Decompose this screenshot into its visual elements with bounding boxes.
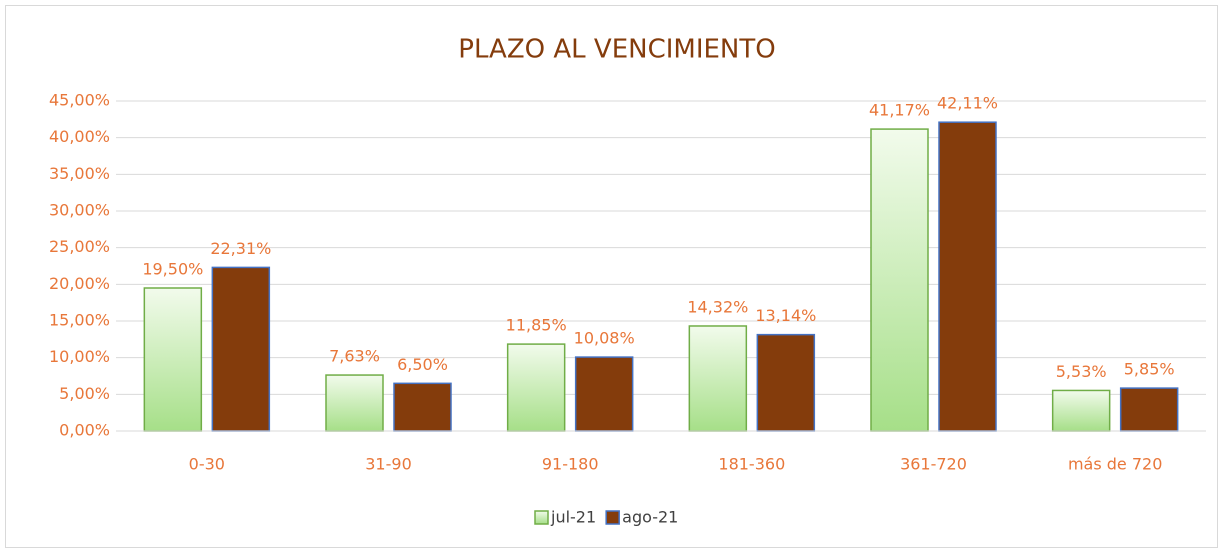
y-tick-label: 30,00% <box>49 201 110 220</box>
value-label: 13,14% <box>755 306 816 325</box>
x-tick-label: 361-720 <box>900 455 967 474</box>
bar <box>688 325 748 432</box>
y-tick-label: 35,00% <box>49 164 110 183</box>
bar <box>574 356 634 432</box>
legend-label: ago-21 <box>622 508 678 527</box>
legend-swatch <box>605 510 620 525</box>
value-label: 19,50% <box>142 260 203 279</box>
bar <box>1119 387 1179 432</box>
value-label: 6,50% <box>397 355 448 374</box>
value-label: 7,63% <box>329 347 380 366</box>
value-label: 5,85% <box>1124 360 1175 379</box>
value-label: 14,32% <box>687 297 748 316</box>
y-tick-label: 15,00% <box>49 311 110 330</box>
bar <box>870 128 929 432</box>
bar <box>756 333 816 432</box>
x-tick-label: 0-30 <box>189 455 225 474</box>
value-label: 11,85% <box>506 316 567 335</box>
value-label: 22,31% <box>210 239 271 258</box>
bar <box>211 266 271 432</box>
y-tick-label: 25,00% <box>49 237 110 256</box>
y-tick-label: 20,00% <box>49 274 110 293</box>
legend-label: jul-21 <box>550 508 596 527</box>
x-tick-label: 181-360 <box>718 455 785 474</box>
bar <box>325 374 384 432</box>
legend-swatch <box>534 510 549 525</box>
x-tick-label: más de 720 <box>1068 455 1162 474</box>
bar <box>143 287 203 432</box>
y-tick-label: 5,00% <box>59 384 110 403</box>
y-tick-label: 45,00% <box>49 91 110 110</box>
bar <box>506 343 566 432</box>
x-tick-label: 91-180 <box>542 455 599 474</box>
chart-border <box>5 5 1218 548</box>
bar <box>938 121 997 432</box>
bar <box>393 382 452 432</box>
bar <box>1051 389 1111 432</box>
value-label: 42,11% <box>937 94 998 113</box>
x-tick-label: 31-90 <box>365 455 412 474</box>
value-label: 41,17% <box>869 101 930 120</box>
y-tick-label: 0,00% <box>59 421 110 440</box>
y-tick-label: 40,00% <box>49 127 110 146</box>
value-label: 5,53% <box>1056 362 1107 381</box>
y-tick-label: 10,00% <box>49 347 110 366</box>
chart-title: PLAZO AL VENCIMIENTO <box>458 35 775 65</box>
value-label: 10,08% <box>574 329 635 348</box>
